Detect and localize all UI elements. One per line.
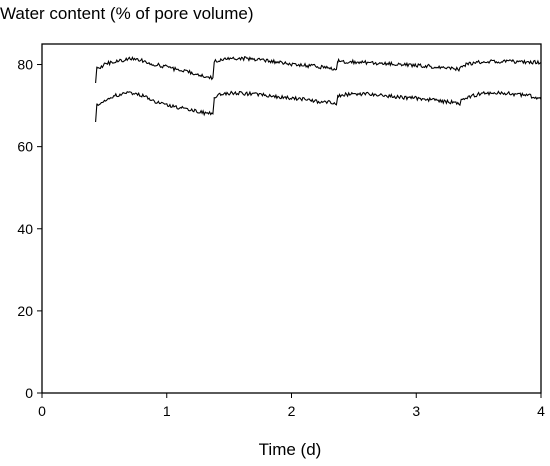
x-axis-label: Time (d) <box>259 440 322 459</box>
y-tick-label-4: 80 <box>17 57 33 73</box>
x-tick-label-0: 0 <box>38 403 46 419</box>
y-tick-label-1: 20 <box>17 303 33 319</box>
x-tick-label-3: 3 <box>412 403 420 419</box>
series-layer <box>95 55 542 123</box>
y-tick-label-0: 0 <box>25 385 33 401</box>
y-tick-label-3: 60 <box>17 139 33 155</box>
series-line-1 <box>95 55 542 84</box>
y-tick-label-2: 40 <box>17 221 33 237</box>
x-tick-label-4: 4 <box>537 403 545 419</box>
series-line-2 <box>95 90 542 123</box>
x-tick-label-2: 2 <box>288 403 296 419</box>
chart-title: Water content (% of pore volume) <box>0 4 254 23</box>
x-tick-label-1: 1 <box>163 403 171 419</box>
